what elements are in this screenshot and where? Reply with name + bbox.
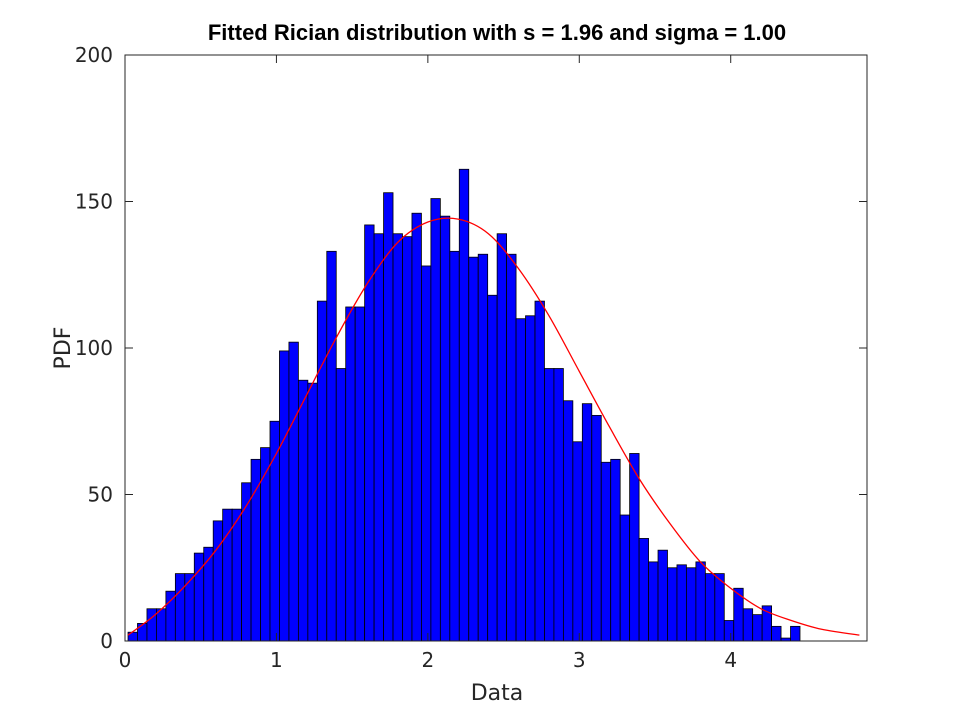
histogram-bar (212, 520, 224, 642)
histogram-bar (629, 453, 640, 642)
histogram-bar (156, 608, 167, 642)
histogram-bar (468, 256, 479, 642)
histogram-bar (544, 368, 555, 642)
histogram-bar (525, 315, 536, 642)
histogram-bar (581, 403, 593, 642)
histogram-bar (373, 233, 384, 642)
histogram-bar (335, 368, 347, 642)
histogram-bar (553, 368, 564, 642)
x-tick-label: 2 (421, 648, 434, 672)
histogram-bar (657, 549, 668, 642)
x-tick-label: 4 (724, 648, 737, 672)
histogram-bar (146, 608, 157, 642)
y-axis-ticks: 0 50 100 150 200 (75, 43, 867, 653)
histogram-bar (676, 564, 687, 642)
histogram-bar (165, 590, 176, 642)
histogram-bar (137, 623, 148, 642)
histogram-bar (790, 625, 801, 642)
histogram-bar (742, 608, 754, 642)
histogram-bar (686, 567, 697, 642)
histogram-bar (667, 567, 678, 642)
y-axis-label: PDF (51, 327, 76, 370)
y-tick-label: 100 (75, 336, 113, 360)
histogram-bar (534, 300, 545, 642)
histogram-bar (562, 400, 574, 642)
x-axis-label: Data (471, 681, 524, 706)
y-tick-label: 150 (75, 190, 113, 214)
histogram-bar (506, 253, 517, 642)
histogram-bar (752, 614, 763, 642)
x-tick-label: 0 (119, 648, 132, 672)
histogram-bar (477, 253, 489, 642)
histogram-bar (260, 447, 271, 642)
histogram-bar (439, 215, 451, 642)
histogram-bar (704, 573, 716, 642)
chart-title: Fitted Rician distribution with s = 1.96… (208, 20, 786, 45)
histogram-bar (203, 546, 214, 642)
histogram-bar (600, 461, 612, 642)
histogram-bar (345, 306, 356, 642)
histogram-bar (354, 306, 366, 642)
histogram-bar (297, 379, 309, 642)
histogram-bar (288, 341, 299, 642)
histogram-bar (591, 414, 602, 642)
histogram-bar (364, 224, 375, 642)
histogram-bar (771, 625, 782, 642)
histogram-bar (174, 573, 186, 642)
histogram-bar (458, 168, 470, 642)
histogram-bar (411, 212, 422, 642)
histogram-bar (723, 620, 735, 642)
fitted-rician-curve (127, 217, 860, 636)
histogram-bar (714, 573, 725, 642)
histogram-bar (449, 250, 460, 642)
histogram-bar (496, 233, 507, 642)
histogram-bar (326, 250, 337, 642)
x-axis-ticks: 0 1 2 3 4 (119, 55, 737, 672)
histogram-bar (392, 233, 403, 642)
histogram-bar (279, 350, 290, 642)
histogram-bar (515, 318, 526, 642)
histogram-bar (648, 561, 659, 642)
histogram-bar (638, 538, 649, 642)
histogram-bar (269, 420, 280, 642)
histogram-bar (316, 300, 328, 642)
y-tick-label: 200 (75, 43, 113, 67)
histogram-bar (487, 294, 498, 642)
histogram-bar (619, 514, 631, 642)
histogram-bar (231, 508, 242, 642)
histogram-bar (250, 458, 261, 642)
x-tick-label: 1 (270, 648, 283, 672)
x-tick-label: 3 (573, 648, 586, 672)
histogram-bar (383, 192, 394, 642)
histogram-bar (307, 382, 318, 642)
histogram-bar (421, 265, 432, 642)
histogram-bar (572, 441, 583, 642)
y-tick-label: 0 (100, 629, 113, 653)
histogram-bar (430, 198, 441, 642)
histogram-bar (610, 458, 621, 642)
histogram-bar (402, 236, 413, 642)
histogram-bars (127, 168, 801, 642)
histogram-bar (695, 561, 706, 642)
y-tick-label: 50 (88, 483, 113, 507)
